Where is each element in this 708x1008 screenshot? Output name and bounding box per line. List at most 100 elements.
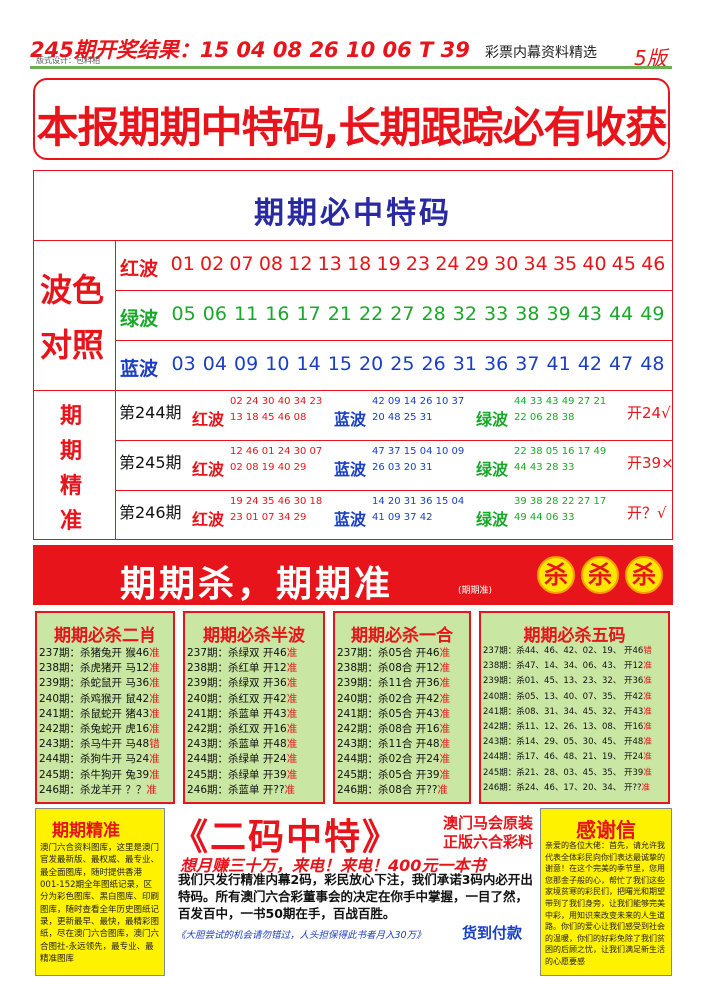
kill-row: 240期：杀02合 开42准 — [337, 692, 451, 705]
wave-label: 波色 — [40, 271, 105, 309]
verdict: 准 — [286, 677, 298, 690]
wave-numbers: 44 33 43 49 27 21 — [514, 396, 607, 407]
verdict: 准 — [286, 707, 298, 720]
center-title: 《二码中特》 — [172, 817, 401, 858]
verdict: 准 — [286, 647, 298, 659]
wave-number: 44 — [609, 303, 634, 325]
wave-number: 35 — [552, 253, 578, 275]
row-line — [33, 240, 673, 241]
precise-label: 精 — [60, 474, 83, 499]
wave-number: 23 — [405, 253, 431, 275]
center-note: 《大胆尝试的机会请勿错过，人头担保得此书者月入30万》 — [176, 930, 426, 941]
row-line — [115, 490, 673, 491]
verdict: 准 — [439, 662, 451, 675]
wave-name: 红波 — [192, 460, 225, 479]
wave-name: 绿波 — [120, 308, 159, 330]
kill-column — [479, 611, 670, 804]
verdict: 准 — [286, 753, 298, 766]
special-table — [33, 170, 673, 540]
wave-number: 42 — [577, 353, 602, 375]
wave-name: 蓝波 — [334, 510, 367, 529]
kill-row: 246期：杀24、46、17、20、34、 开??准 — [483, 782, 651, 793]
verdict: 准 — [149, 707, 160, 720]
wave-number: 29 — [464, 253, 489, 275]
verdict: 错 — [149, 738, 160, 751]
wave-name: 红波 — [192, 410, 225, 429]
kill-row: 245期：杀绿单 开39准 — [187, 768, 298, 781]
wave-number: 48 — [640, 353, 665, 375]
kill-row: 246期：杀08合 开??准 — [337, 783, 448, 796]
wave-number: 40 — [582, 253, 607, 275]
banner-text: 本报期期中特码,长期跟踪必有收获 — [36, 103, 668, 152]
kill-row: 240期：杀红双 开42准 — [187, 692, 298, 705]
kill-row: 238期：杀红单 开12准 — [187, 662, 298, 675]
verdict: 错 — [643, 646, 652, 656]
row-line — [115, 440, 673, 441]
kill-badge: 杀 — [581, 556, 619, 594]
kill-badge: 杀 — [625, 556, 663, 594]
kill-title: 期期杀，期期准 — [120, 564, 394, 605]
wave-numbers: 42 09 14 26 10 37 — [372, 396, 465, 407]
wave-number: 33 — [484, 303, 509, 325]
kill-row: 244期：杀17、46、48、21、19、 开24准 — [483, 752, 652, 763]
wave-numbers: 12 46 01 24 30 07 — [230, 446, 323, 457]
verdict: 准 — [286, 692, 298, 705]
header-rule — [30, 66, 672, 69]
kill-row: 243期：杀14、29、05、30、45、 开48准 — [483, 737, 652, 748]
wave-number: 12 — [288, 253, 313, 275]
center-slogan: 想月赚三十万，来电！来电！400元一本书 — [180, 856, 486, 875]
verdict: 准 — [437, 783, 448, 796]
footer-right — [540, 808, 672, 976]
verdict: 准 — [146, 783, 157, 796]
issue: 第245期 — [119, 453, 182, 472]
verdict: 准 — [439, 677, 451, 690]
verdict: 准 — [643, 767, 652, 778]
kill-row: 242期：杀11、12、26、13、08、 开16准 — [483, 722, 652, 732]
wave-number: 19 — [376, 253, 401, 275]
verdict: 准 — [439, 738, 451, 751]
wave-number: 20 — [359, 353, 384, 375]
kill-row: 244期：杀02合 开24准 — [337, 753, 451, 766]
wave-number: 49 — [640, 303, 665, 325]
kill-row: 239期：杀11合 开36准 — [337, 677, 451, 690]
kill-row: 243期：杀11合 开48准 — [337, 738, 451, 751]
wave-name: 蓝波 — [334, 460, 367, 479]
wave-number: 13 — [317, 253, 342, 275]
kill-row: 242期：杀红双 开16准 — [187, 723, 298, 735]
kill-row: 241期：杀05合 开43准 — [337, 707, 451, 720]
wave-number: 04 — [202, 353, 227, 375]
kill-row: 238期：杀47、14、34、06、43、 开12准 — [483, 661, 652, 672]
footer-text: 亲爱的各位大佬：首先，请允许我代表全体彩民向你们表达最诚挚的谢意！在这个完美的季… — [545, 841, 665, 966]
row-line — [115, 290, 673, 291]
wave-name: 绿波 — [476, 460, 509, 479]
footer-text: 澳门六合资料图库，这里是澳门官发最新版、最权威、最专业、最全面图库，随时提供香港… — [40, 843, 160, 964]
kill-row: 237期：杀44、46、42、02、19、 开46错 — [483, 646, 652, 656]
kill-row: 242期：杀兔蛇开 虎16准 — [39, 723, 160, 735]
kill-row: 242期：杀08合 开16准 — [337, 723, 451, 735]
kill-row: 246期：杀龙羊开 ？？准 — [39, 783, 157, 796]
wave-number: 07 — [229, 253, 254, 275]
kill-row: 240期：杀05、13、40、07、35、 开42准 — [483, 691, 652, 702]
wave-number: 39 — [546, 303, 571, 325]
kill-row: 237期：杀绿双 开46准 — [187, 647, 298, 659]
precise-label: 期 — [60, 404, 83, 429]
wave-numbers: 49 44 06 33 — [514, 512, 575, 523]
wave-numbers: 26 03 20 31 — [372, 462, 433, 473]
wave-numbers: 44 43 28 33 — [514, 462, 575, 473]
row-line — [33, 390, 673, 391]
kill-column — [35, 611, 175, 804]
wave-number: 38 — [515, 303, 540, 325]
center-tag: 澳门马会原装 — [443, 814, 534, 832]
issue-result: 245期开奖结果：15 04 08 26 10 06 T 39 — [30, 38, 470, 62]
kill-row: 244期：杀狗牛开 马24准 — [39, 753, 160, 766]
kill-column — [333, 611, 471, 804]
wave-numbers: 41 09 37 42 — [372, 512, 433, 523]
wave-number: 43 — [577, 303, 602, 325]
verdict: 准 — [643, 661, 652, 672]
wave-number: 06 — [202, 303, 227, 325]
kill-row: 243期：杀蓝单 开48准 — [187, 738, 298, 751]
wave-numbers: 19 24 35 46 30 18 — [230, 496, 323, 507]
kill-row: 239期：杀绿双 开36准 — [187, 677, 298, 690]
precise-label: 期 — [60, 439, 83, 464]
